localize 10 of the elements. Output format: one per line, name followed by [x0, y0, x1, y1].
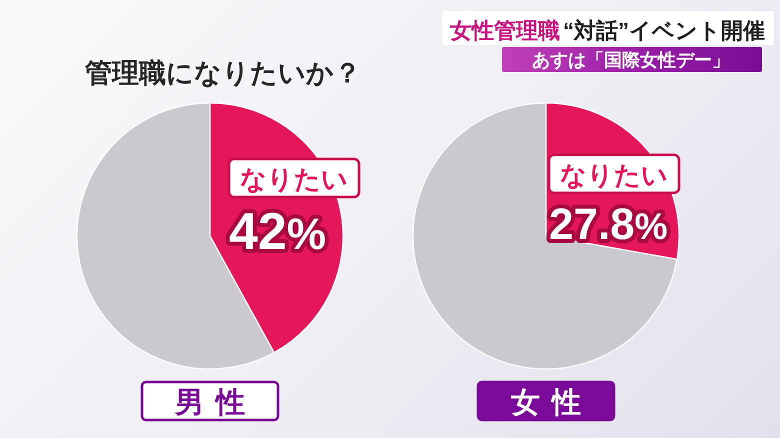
slice-label: なりたい: [240, 164, 348, 194]
text: 管理職になりたいか？: [84, 58, 361, 88]
slice-label: なりたい: [560, 160, 668, 190]
text: 男性: [174, 387, 257, 419]
text: あすは「国際女性デー」: [532, 50, 730, 70]
data-label: 27.8%: [549, 200, 668, 250]
data-label: 42%: [229, 202, 326, 261]
text: “対話”イベント開催: [563, 18, 765, 43]
text: 女性: [510, 387, 593, 419]
text: 女性管理職: [449, 18, 560, 43]
